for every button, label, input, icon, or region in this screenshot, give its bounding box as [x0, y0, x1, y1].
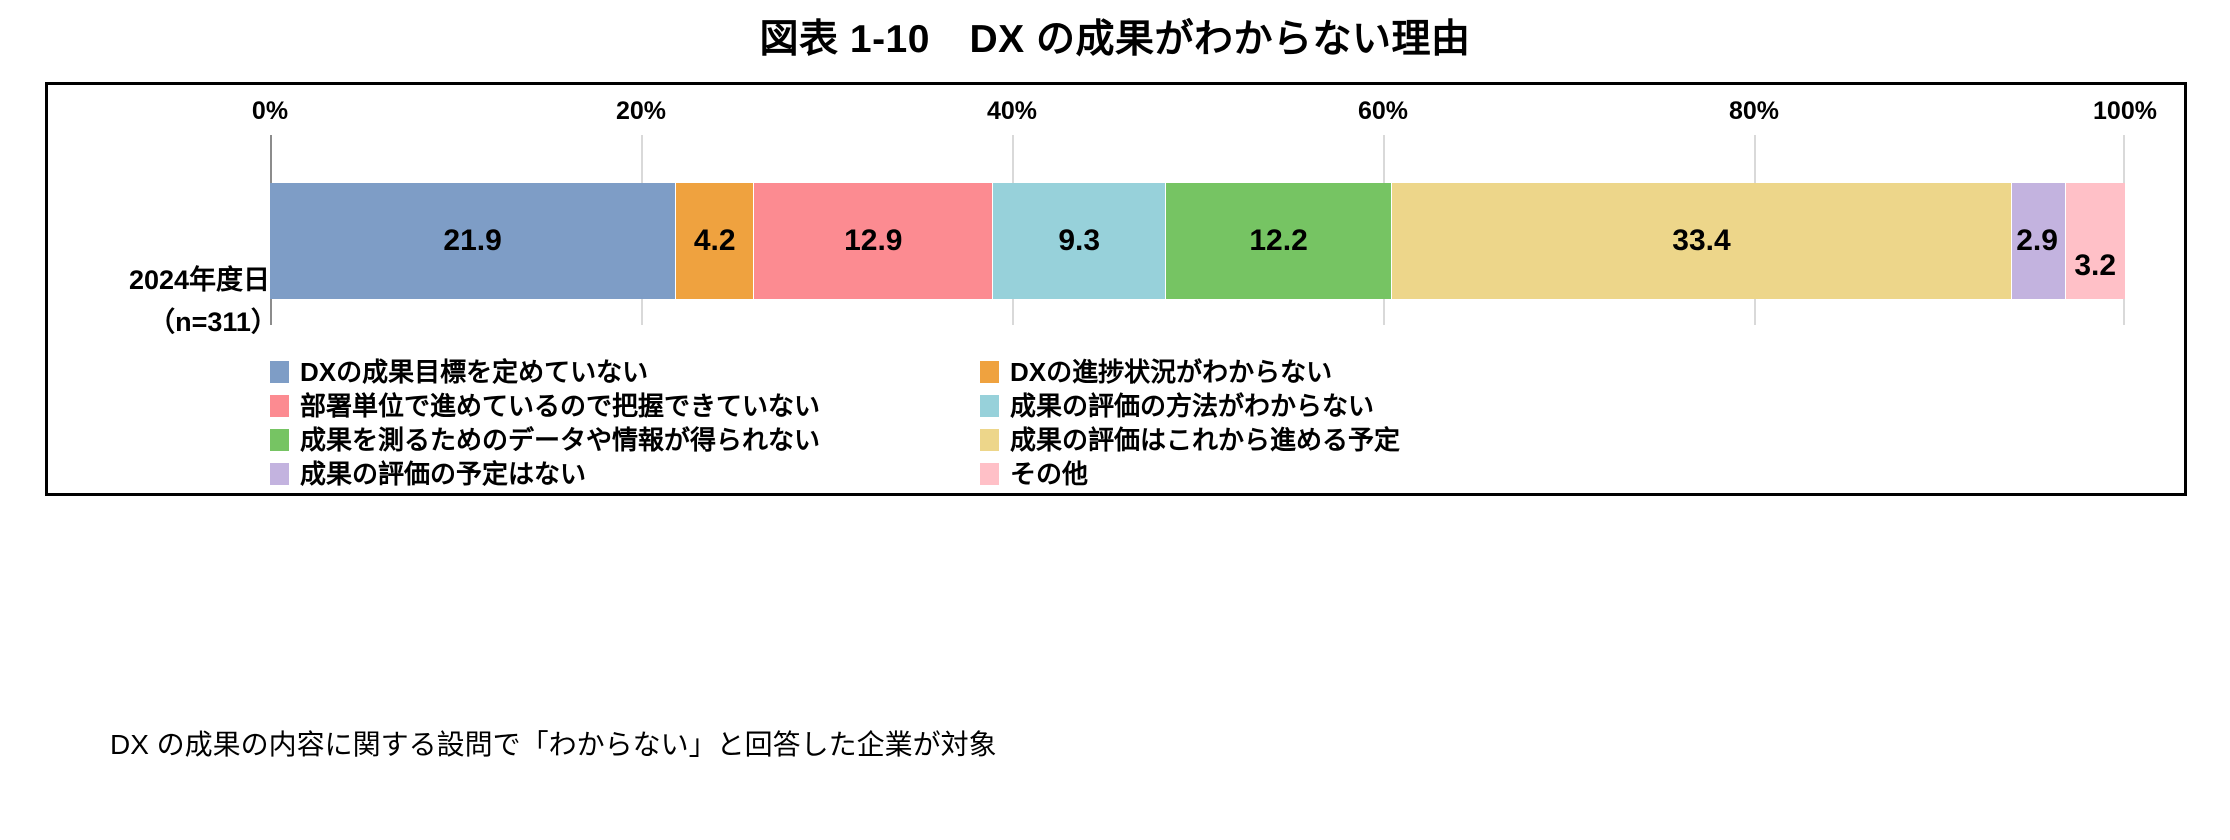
x-axis-tick-label: 0% [251, 97, 289, 125]
page-title: 図表 1-10 DX の成果がわからない理由 [759, 18, 1471, 61]
legend-item[interactable]: 成果の評価の方法がわからない [980, 389, 1635, 423]
legend-swatch-icon [980, 395, 999, 417]
legend-swatch-icon [270, 361, 289, 383]
legend-swatch-icon [270, 429, 289, 451]
bar-segment[interactable]: 4.2 [676, 183, 755, 299]
bar-segment[interactable]: 33.4 [1392, 183, 2012, 299]
bar-segment-value: 12.2 [1249, 224, 1308, 257]
category-label-line1: 2024年度日本 [128, 265, 298, 295]
x-axis-tick-label: 80% [1728, 97, 1780, 125]
legend-swatch-icon [980, 463, 999, 485]
bar-segment-value: 4.2 [693, 224, 736, 257]
legend-item-label: 成果を測るためのデータや情報が得られない [300, 425, 821, 455]
category-label-line2: （n=311） [148, 306, 278, 337]
plot-area: 0% 20% 40% 60% 80% 100% 21.9 4.2 12.9 9.3 12.2 33.… [252, 85, 2157, 499]
legend-item[interactable]: 成果の評価の予定はない [270, 457, 925, 491]
stacked-bar: 21.9 4.2 12.9 9.3 12.2 33.4 2.9 3.2 [270, 183, 2125, 299]
x-axis-tick-label: 100% [2093, 97, 2157, 125]
legend-item[interactable]: その他 [980, 457, 1635, 491]
legend-item-label: 成果の評価の予定はない [300, 459, 587, 489]
bar-segment[interactable]: 3.2 [2065, 183, 2125, 299]
footnote: DX の成果の内容に関する設問で「わからない」と回答した企業が対象 [110, 729, 997, 760]
chart-panel: 2024年度日本 （n=311） 0% 20% 40% 60% 80% 100% 21.9… [45, 82, 2187, 496]
legend-item-label: 部署単位で進めているので把握できていない [300, 391, 821, 421]
x-axis-tick-label: 20% [615, 97, 667, 125]
legend-item-label: DXの進捗状況がわからない [1010, 357, 1333, 387]
bar-segment[interactable]: 9.3 [993, 183, 1166, 299]
bar-segment-value: 21.9 [443, 224, 502, 257]
bar-segment[interactable]: 2.9 [2011, 183, 2066, 299]
legend-item-label: その他 [1010, 459, 1089, 489]
bar-segment-value: 3.2 [2074, 249, 2117, 282]
legend-item[interactable]: 部署単位で進めているので把握できていない [270, 389, 925, 423]
legend-item[interactable]: 成果の評価はこれから進める予定 [980, 423, 1635, 457]
x-axis-tick-labels: 0% 20% 40% 60% 80% 100% [252, 97, 2157, 127]
legend-item[interactable]: 成果を測るためのデータや情報が得られない [270, 423, 925, 457]
legend-item-label: 成果の評価の方法がわからない [1010, 391, 1375, 421]
bar-segment[interactable]: 12.9 [754, 183, 994, 299]
legend-item-label: 成果の評価はこれから進める予定 [1010, 425, 1401, 455]
bar-segment-value: 9.3 [1058, 224, 1101, 257]
bar-segment[interactable]: 12.2 [1165, 183, 1393, 299]
legend-item[interactable]: DXの進捗状況がわからない [980, 355, 1635, 389]
x-axis-tick-label: 40% [986, 97, 1038, 125]
legend: DXの成果目標を定めていない DXの進捗状況がわからない部署単位で進めているので把… [270, 355, 2140, 491]
legend-item[interactable]: DXの成果目標を定めていない [270, 355, 925, 389]
legend-item-label: DXの成果目標を定めていない [300, 357, 649, 387]
legend-swatch-icon [270, 463, 289, 485]
legend-swatch-icon [980, 361, 999, 383]
bar-segment-value: 33.4 [1672, 224, 1731, 257]
legend-swatch-icon [980, 429, 999, 451]
bar-segment-value: 12.9 [844, 224, 903, 257]
category-axis-label: 2024年度日本 （n=311） [98, 260, 328, 344]
x-axis-tick-label: 60% [1357, 97, 1409, 125]
bar-segment[interactable]: 21.9 [270, 183, 677, 299]
bar-segment-value: 2.9 [2016, 224, 2058, 257]
legend-swatch-icon [270, 395, 289, 417]
